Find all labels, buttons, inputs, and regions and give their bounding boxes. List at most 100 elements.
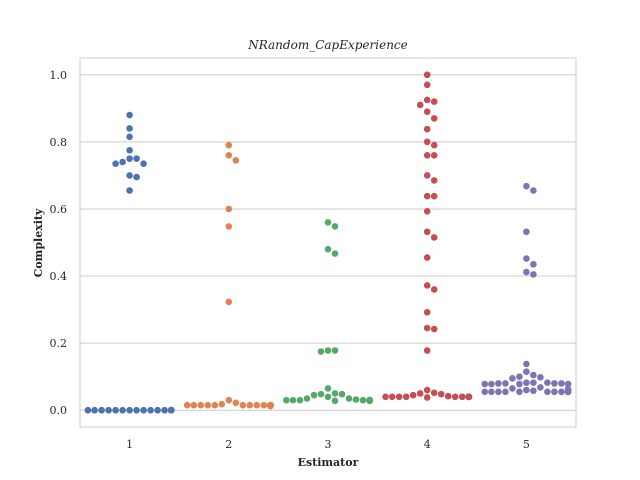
data-point	[225, 141, 233, 149]
data-point	[324, 219, 332, 226]
data-point	[458, 393, 466, 401]
data-point	[218, 400, 226, 408]
data-point	[558, 380, 565, 387]
data-point	[423, 228, 431, 236]
data-point	[246, 401, 254, 409]
data-point	[544, 379, 551, 387]
data-point	[564, 388, 572, 396]
data-point	[388, 393, 396, 401]
data-point	[416, 101, 424, 109]
data-point	[437, 390, 445, 398]
data-point	[430, 286, 438, 293]
data-point	[324, 347, 332, 354]
data-point	[345, 395, 353, 402]
data-point	[317, 348, 325, 355]
data-point	[423, 282, 431, 289]
data-point	[352, 396, 360, 403]
data-point	[523, 255, 530, 262]
data-point	[551, 388, 558, 396]
data-point	[140, 406, 147, 414]
data-point	[310, 391, 318, 399]
data-point	[112, 406, 119, 414]
data-point	[126, 146, 133, 154]
y-tick-label: 0.6	[50, 203, 68, 216]
data-point	[430, 141, 438, 149]
data-point	[167, 406, 175, 414]
data-point	[423, 138, 431, 146]
data-point	[225, 205, 233, 213]
data-point	[197, 401, 205, 409]
data-point	[91, 406, 98, 414]
data-point	[430, 98, 438, 105]
y-tick-label: 1.0	[50, 69, 68, 82]
data-point	[530, 271, 537, 278]
x-tick-label: 4	[424, 438, 431, 451]
data-point	[537, 374, 544, 381]
data-point	[509, 375, 516, 382]
data-point	[523, 228, 530, 236]
data-point	[126, 187, 133, 194]
data-point	[530, 187, 537, 194]
data-point	[423, 96, 431, 104]
y-tick-labels: 0.0 0.2 0.4 0.6 0.8 1.0	[50, 69, 68, 417]
data-point	[530, 261, 537, 268]
data-point	[409, 391, 417, 399]
data-point	[105, 406, 112, 414]
y-axis-label: Complexity	[32, 208, 45, 277]
data-point	[204, 401, 212, 409]
data-point	[225, 298, 233, 306]
data-point	[140, 160, 147, 167]
data-point	[416, 390, 424, 397]
data-point	[382, 393, 389, 401]
data-point	[119, 406, 126, 414]
data-point	[544, 388, 551, 396]
data-point	[465, 393, 473, 401]
x-axis-label: Estimator	[298, 456, 359, 469]
data-point	[488, 388, 495, 396]
data-point	[225, 396, 233, 404]
data-point	[232, 399, 240, 407]
data-point	[317, 390, 325, 398]
y-tick-label: 0.2	[50, 337, 68, 350]
data-point	[260, 401, 268, 409]
x-tick-label: 3	[325, 438, 332, 451]
data-point	[423, 308, 431, 316]
data-point	[523, 379, 530, 387]
y-tick-label: 0.0	[50, 404, 68, 417]
data-point	[303, 395, 311, 402]
data-point	[423, 386, 431, 394]
data-point	[211, 401, 219, 409]
data-point	[423, 254, 431, 261]
data-point	[444, 392, 452, 400]
data-point	[366, 397, 373, 405]
data-point	[119, 158, 126, 166]
data-point	[523, 268, 530, 276]
data-point	[232, 157, 240, 164]
plot-frame	[79, 57, 577, 428]
data-point	[183, 401, 191, 409]
data-point	[225, 151, 233, 159]
data-point	[423, 71, 431, 79]
data-point	[523, 386, 530, 394]
chart-title: NRandom_CapExperience	[247, 38, 408, 52]
data-point	[112, 160, 119, 167]
data-point	[495, 388, 502, 396]
data-point	[331, 223, 339, 230]
data-point	[126, 155, 133, 162]
data-point	[481, 388, 489, 396]
data-point	[239, 401, 247, 409]
data-point	[126, 133, 133, 141]
data-point	[147, 406, 154, 414]
data-point	[423, 208, 431, 215]
data-point	[225, 223, 233, 230]
data-point	[516, 380, 523, 388]
data-point	[564, 380, 572, 388]
data-point	[551, 380, 558, 387]
data-point	[133, 406, 140, 414]
data-point	[283, 396, 290, 404]
data-point	[423, 108, 431, 115]
data-point	[530, 379, 537, 387]
data-point	[537, 384, 544, 391]
data-point	[558, 388, 565, 396]
